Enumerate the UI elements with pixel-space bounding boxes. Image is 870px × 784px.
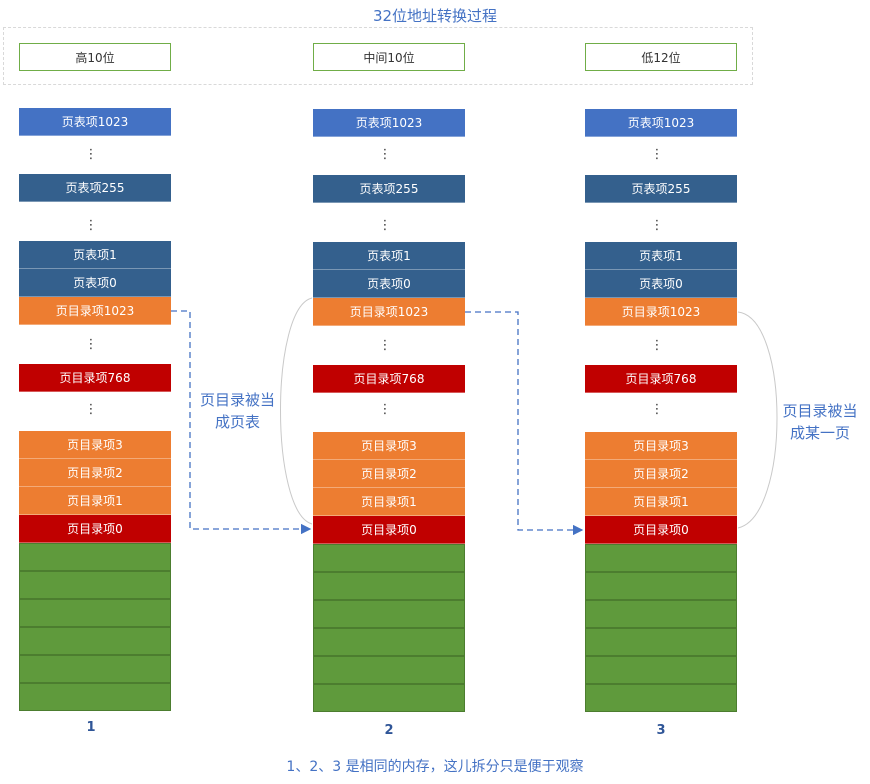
ellipsis: ⋮ [84,218,98,233]
page-table-entry-1: 页表项1 [313,242,465,270]
page-table-entry-1: 页表项1 [19,241,171,269]
page-directory-entry-1: 页目录项1 [585,488,737,516]
page-directory-entry-3: 页目录项3 [313,432,465,460]
memory-page-block [585,656,737,684]
ellipsis: ⋮ [650,338,664,353]
memory-page-block [19,683,171,711]
brace-page-directory-as-page-table [280,297,313,525]
ellipsis: ⋮ [84,147,98,162]
memory-page-block [19,627,171,655]
page-directory-entry-2: 页目录项2 [585,460,737,488]
page-table-entry-255: 页表项255 [313,175,465,203]
page-directory-entry-1023: 页目录项1023 [585,298,737,326]
address-bits-frame [3,27,753,85]
ellipsis: ⋮ [84,337,98,352]
memory-page-block [313,544,465,572]
ellipsis: ⋮ [650,147,664,162]
ellipsis: ⋮ [650,402,664,417]
note-directory-as-page: 页目录被当 成某一页 [782,402,858,442]
memory-page-block [313,628,465,656]
page-directory-entry-2: 页目录项2 [313,460,465,488]
page-table-entry-255: 页表项255 [585,175,737,203]
page-directory-entry-0: 页目录项0 [585,516,737,544]
page-table-entry-255: 页表项255 [19,174,171,202]
page-table-entry-0: 页表项0 [19,269,171,297]
column-label-2: 2 [384,723,394,738]
ellipsis: ⋮ [84,402,98,417]
page-table-entry-0: 页表项0 [585,270,737,298]
memory-page-block [585,544,737,572]
page-directory-entry-768: 页目录项768 [19,364,171,392]
page-directory-entry-2: 页目录项2 [19,459,171,487]
page-directory-entry-768: 页目录项768 [585,365,737,393]
page-table-entry-1023: 页表项1023 [19,108,171,136]
memory-page-block [19,543,171,571]
memory-page-block [19,599,171,627]
page-directory-entry-768: 页目录项768 [313,365,465,393]
memory-page-block [585,628,737,656]
header-low-12-bits: 低12位 [585,43,737,71]
memory-page-block [19,655,171,683]
footer-caption: 1、2、3 是相同的内存，这儿拆分只是便于观察 [286,759,584,775]
page-directory-entry-0: 页目录项0 [19,515,171,543]
memory-page-block [313,684,465,712]
diagram-title: 32位地址转换过程 [372,7,498,25]
memory-page-block [313,572,465,600]
page-directory-entry-0: 页目录项0 [313,516,465,544]
memory-page-block [585,684,737,712]
header-middle-10-bits: 中间10位 [313,43,465,71]
ellipsis: ⋮ [378,338,392,353]
memory-page-block [313,656,465,684]
memory-page-block [19,571,171,599]
page-directory-entry-1023: 页目录项1023 [19,297,171,325]
column-label-3: 3 [656,723,666,738]
page-table-entry-1023: 页表项1023 [585,109,737,137]
column-label-1: 1 [86,720,96,735]
page-table-entry-1023: 页表项1023 [313,109,465,137]
page-directory-entry-1: 页目录项1 [19,487,171,515]
ellipsis: ⋮ [378,147,392,162]
ellipsis: ⋮ [378,402,392,417]
dashed-arrow-pde-to-page [465,311,584,536]
page-directory-entry-3: 页目录项3 [19,431,171,459]
memory-page-block [313,600,465,628]
header-high-10-bits: 高10位 [19,43,171,71]
page-table-entry-0: 页表项0 [313,270,465,298]
ellipsis: ⋮ [378,218,392,233]
note-directory-as-page-table: 页目录被当 成页表 [199,391,275,431]
ellipsis: ⋮ [650,218,664,233]
page-table-entry-1: 页表项1 [585,242,737,270]
memory-page-block [585,600,737,628]
page-directory-entry-1: 页目录项1 [313,488,465,516]
page-directory-entry-3: 页目录项3 [585,432,737,460]
page-directory-entry-1023: 页目录项1023 [313,298,465,326]
brace-page-directory-as-page [737,311,778,529]
memory-page-block [585,572,737,600]
